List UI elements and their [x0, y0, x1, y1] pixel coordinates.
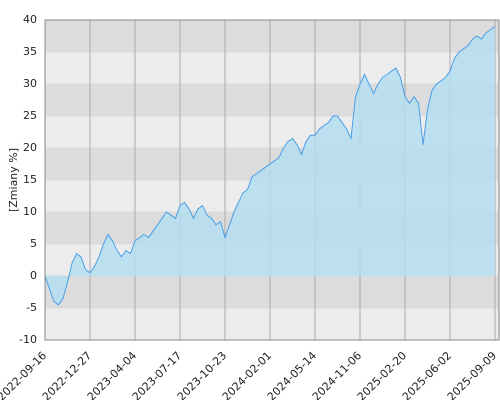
- y-tick-label: 40: [23, 13, 37, 26]
- y-tick-label: -5: [26, 301, 37, 314]
- y-tick-label: 25: [23, 109, 37, 122]
- y-tick-label: 0: [30, 269, 37, 282]
- grid-band: [45, 20, 499, 52]
- y-axis-label: [Zmiany %]: [7, 148, 20, 212]
- y-tick-label: 10: [23, 205, 37, 218]
- area: [45, 26, 495, 305]
- y-tick-label: 15: [23, 173, 37, 186]
- grid-band: [45, 276, 499, 308]
- y-tick-label: 30: [23, 77, 37, 90]
- y-tick-label: 20: [23, 141, 37, 154]
- grid-band: [45, 52, 499, 84]
- y-tick-label: 5: [30, 237, 37, 250]
- y-tick-label: -10: [19, 333, 37, 346]
- line: [44, 25, 496, 306]
- x-tick-label: 2025-09-09: [445, 349, 499, 400]
- y-tick-label: 35: [23, 45, 37, 58]
- plot-frame: [44, 19, 500, 341]
- grid-band: [45, 308, 499, 340]
- grid-band: [45, 84, 499, 116]
